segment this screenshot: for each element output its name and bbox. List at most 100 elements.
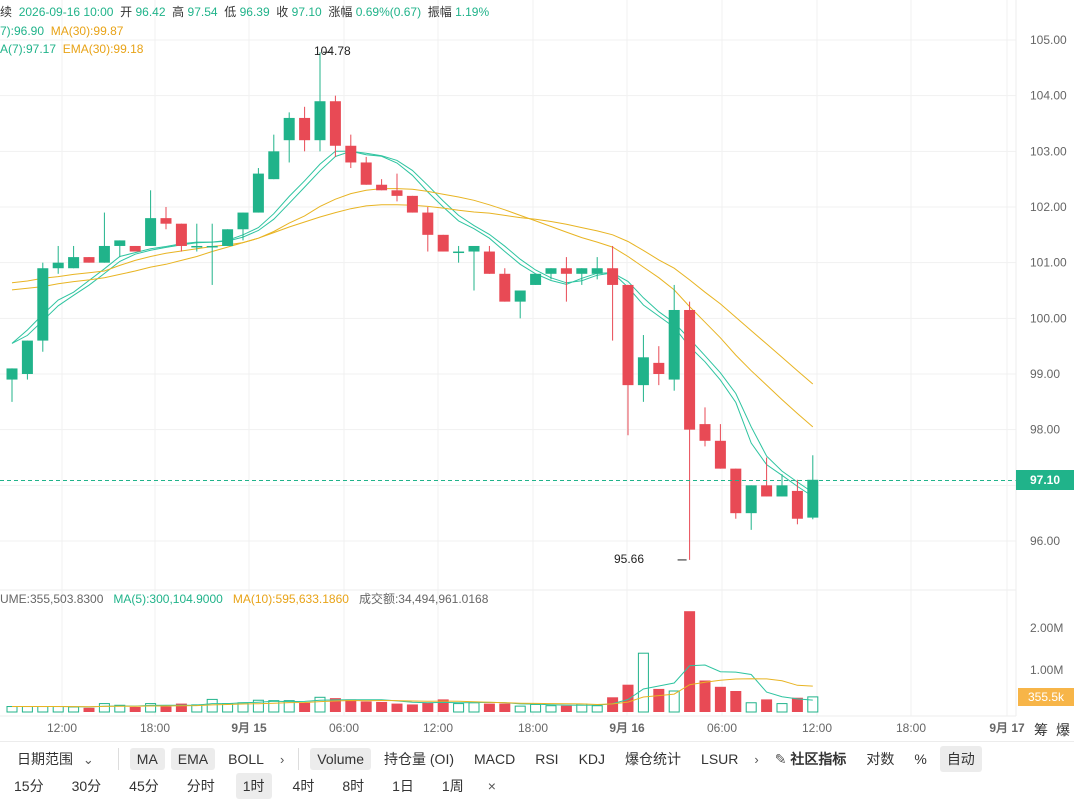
ema-toggle[interactable]: EMA [170,748,216,770]
ema30-line [11,188,814,428]
candle-body [191,245,203,248]
candle-body [422,212,434,235]
candle-body [807,479,819,518]
candle-body [345,145,357,163]
close-icon[interactable]: × [487,778,496,794]
volume-ma5-value: MA(5):300,104.9000 [113,592,223,606]
percent-scale-toggle[interactable]: % [914,751,927,767]
volume-bar [268,700,280,713]
chip-chou[interactable]: 筹 [1034,722,1048,738]
candle-body [145,218,157,246]
chevron-right-icon[interactable]: › [279,751,285,767]
change-label: 涨幅 [328,5,353,19]
time-tick-label: 06:00 [329,721,359,735]
time-tick-label: 18:00 [896,721,926,735]
boll-toggle[interactable]: BOLL [228,751,264,767]
candle-body [299,117,311,141]
price-tick-label: 102.00 [1030,200,1067,214]
candle-body [129,245,141,252]
ohlc-header: 续 2026-09-16 10:00 开 96.42 高 97.54 低 96.… [0,5,489,19]
candle-body [699,424,711,441]
candle-body [21,340,33,374]
candle-body [237,212,249,230]
oi-toggle[interactable]: 持仓量 (OI) [384,751,454,767]
series-prefix: 续 [0,5,13,19]
price-tick-label: 101.00 [1030,256,1067,270]
open-label: 开 [120,5,133,19]
chevron-right-icon[interactable]: › [754,751,759,767]
candle-body [730,468,742,514]
interval-0[interactable]: 15分 [14,778,44,794]
ma-toggle[interactable]: MA [129,748,165,770]
candle-body [83,257,95,263]
lsur-toggle[interactable]: LSUR [701,751,739,767]
volume-bar [714,686,726,712]
volume-bar [68,706,80,713]
divider [298,748,300,770]
price-tick-label: 98.00 [1030,423,1060,437]
ma30-value: MA(30):99.87 [50,24,124,38]
volume-bar [98,703,110,713]
candle-body [268,151,280,180]
volume-bar [622,684,634,712]
chart-grid [0,0,1016,716]
interval-4[interactable]: 1时 [235,773,272,799]
interval-3[interactable]: 分时 [186,778,215,794]
candle-body [530,273,542,285]
interval-2[interactable]: 45分 [129,778,159,794]
low-annotation: 95.66 [614,552,644,566]
open-value: 96.42 [135,5,166,19]
kdj-toggle[interactable]: KDJ [578,751,606,767]
volume-bar [776,703,788,713]
chip-bao[interactable]: 爆 [1056,722,1070,738]
volume-bar [761,699,773,712]
volume-value: UME:355,503.8300 [0,592,104,606]
price-tick-label: 103.00 [1030,144,1067,158]
interval-1[interactable]: 30分 [71,778,102,794]
interval-7[interactable]: 1日 [392,778,414,794]
candle-body [206,245,218,248]
low-value: 96.39 [239,5,270,19]
liquidation-toggle[interactable]: 爆仓统计 [625,751,682,767]
volume-bar [653,688,665,712]
candle-body [6,368,18,380]
last-price-tag: 97.10 [1016,470,1074,490]
volume-toggle[interactable]: Volume [310,748,371,770]
close-value: 97.10 [291,5,322,19]
candle-body [160,218,172,224]
date-range-button[interactable]: 日期范围 ⌄ [10,746,107,772]
volume-axis: 2.00M 1.00M [1030,621,1063,677]
turnover-value: 成交额:34,494,961.0168 [358,592,489,606]
change-value: 0.69%(0.67) [355,5,422,19]
interval-5[interactable]: 4时 [292,778,315,794]
volume-bar [730,691,742,712]
rsi-toggle[interactable]: RSI [535,751,559,767]
auto-scale-toggle[interactable]: 自动 [939,746,982,772]
volume-bar [637,652,649,713]
volume-bar [299,702,311,712]
log-scale-toggle[interactable]: 对数 [866,751,895,767]
macd-toggle[interactable]: MACD [474,751,516,767]
candle-body [114,240,126,246]
candlestick-series [6,51,819,561]
candle-body [406,195,418,213]
volume-series [6,611,819,713]
volume-bar [376,701,388,712]
right-chip-group: 筹 爆 [1034,720,1070,740]
interval-6[interactable]: 8时 [342,778,365,794]
close-label: 收 [276,5,289,19]
candle-body [37,268,49,341]
candle-body [560,268,572,274]
chart-canvas[interactable]: 105.00 104.00 103.00 102.00 101.00 100.00 99.0… [0,0,1074,741]
candle-body [668,309,680,380]
community-indicators-label: 社区指标 [790,751,847,767]
candle-body [761,485,773,497]
volume-bar [530,703,542,713]
candle-body [576,268,588,274]
interval-8[interactable]: 1周 [441,778,464,794]
interval-toolbar: 15分 30分 45分 分时 1时 4时 8时 1日 1周 × [0,773,1074,799]
price-tick-label: 100.00 [1030,311,1067,325]
community-indicators-button[interactable]: ✎ 社区指标 [768,746,854,772]
volume-bar [329,698,341,712]
volume-bar [791,697,803,712]
